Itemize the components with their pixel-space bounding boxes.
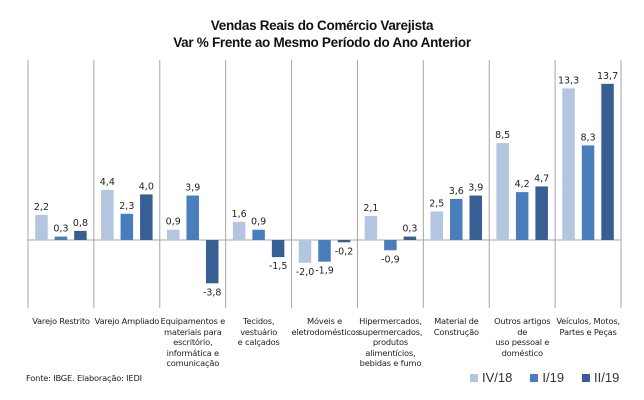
legend-item: II/19: [582, 370, 619, 385]
bar-II-19-8: [601, 83, 614, 240]
data-label: 8,5: [495, 130, 510, 141]
bar-IV-18-3: [232, 221, 246, 240]
bar-IV-18-0: [35, 214, 48, 240]
bar-I-19-0: [54, 236, 68, 240]
legend-swatch: [582, 373, 591, 382]
data-label: 8,3: [581, 132, 596, 143]
data-label: -1,5: [269, 261, 288, 272]
bar-II-19-6: [469, 195, 483, 240]
bar-I-19-3: [252, 229, 265, 240]
bar-II-19-3: [271, 240, 285, 258]
legend-label: I/19: [542, 370, 565, 385]
bar-II-19-4: [337, 240, 351, 243]
bar-II-19-0: [74, 230, 87, 240]
bar-IV-18-5: [364, 216, 378, 240]
bar-IV-18-1: [101, 189, 114, 240]
bar-IV-18-8: [562, 88, 575, 240]
chart-subtitle: Var % Frente ao Mesmo Período do Ano Ant…: [173, 35, 471, 50]
legend-label: IV/18: [482, 370, 513, 385]
data-label: 4,0: [139, 181, 154, 192]
data-label: 0,9: [251, 217, 266, 228]
bar-I-19-8: [581, 145, 595, 240]
data-label: 4,4: [100, 177, 115, 188]
data-label: 2,5: [429, 199, 444, 210]
data-label: 1,6: [232, 209, 247, 220]
legend-item: IV/18: [470, 370, 512, 385]
legend: IV/18 I/19 II/19: [470, 370, 619, 385]
category-label: Equipamentos e materiais para escritório, i…: [160, 316, 226, 369]
category-label: Veículos, Motos, Partes e Peças: [556, 316, 620, 337]
data-label: 0,8: [73, 218, 88, 229]
category-label: Tecidos, vestuário e calçados: [237, 316, 280, 348]
bar-II-19-5: [403, 236, 417, 240]
bar-II-19-2: [205, 240, 219, 284]
data-label: 13,7: [597, 71, 618, 82]
data-label: -3,8: [203, 287, 222, 298]
bar-II-19-1: [140, 194, 153, 240]
data-label: -1,9: [315, 266, 334, 277]
legend-swatch: [530, 373, 539, 382]
data-label: 2,3: [119, 201, 134, 212]
data-label: 0,3: [402, 224, 417, 235]
chart-title: Vendas Reais do Comércio Varejista: [210, 18, 434, 33]
data-label: 0,3: [53, 224, 68, 235]
data-label: 2,1: [363, 203, 378, 214]
bar-I-19-2: [186, 195, 199, 240]
bar-IV-18-6: [430, 211, 444, 240]
data-label: -0,2: [335, 246, 354, 257]
source-note: Fonte: IBGE. Elaboração: IEDI: [26, 373, 142, 383]
category-label: Material de Construção: [433, 316, 479, 337]
legend-item: I/19: [530, 370, 564, 385]
category-label: Varejo Ampliado: [94, 316, 160, 326]
bar-I-19-4: [318, 240, 331, 262]
category-label: Móveis e eletrodomésticos: [291, 316, 360, 337]
bar-I-19-6: [450, 198, 463, 240]
data-label: 2,2: [34, 202, 49, 213]
bar-IV-18-7: [496, 143, 509, 240]
bar-II-19-7: [535, 186, 548, 240]
data-label: -2,0: [296, 267, 315, 278]
data-label: 4,2: [515, 179, 530, 190]
data-label: 3,6: [449, 186, 464, 197]
category-label: Varejo Restrito: [32, 316, 90, 326]
bar-I-19-5: [384, 240, 397, 251]
data-label: 3,9: [185, 183, 200, 194]
bar-I-19-1: [120, 213, 134, 240]
category-label: Hipermercados, supermercados, produtos alim…: [358, 316, 423, 369]
bar-IV-18-4: [298, 240, 312, 263]
data-label: 3,9: [468, 183, 483, 194]
data-label: 13,3: [558, 75, 579, 86]
bar-I-19-7: [515, 192, 529, 240]
category-label: Outros artigos de uso pessoal e doméstico: [494, 316, 551, 358]
legend-swatch: [470, 373, 478, 382]
data-label: -0,9: [381, 254, 400, 265]
legend-label: II/19: [594, 370, 620, 385]
bar-IV-18-2: [166, 229, 180, 240]
data-label: 0,9: [166, 217, 181, 228]
data-label: 4,7: [534, 173, 549, 184]
